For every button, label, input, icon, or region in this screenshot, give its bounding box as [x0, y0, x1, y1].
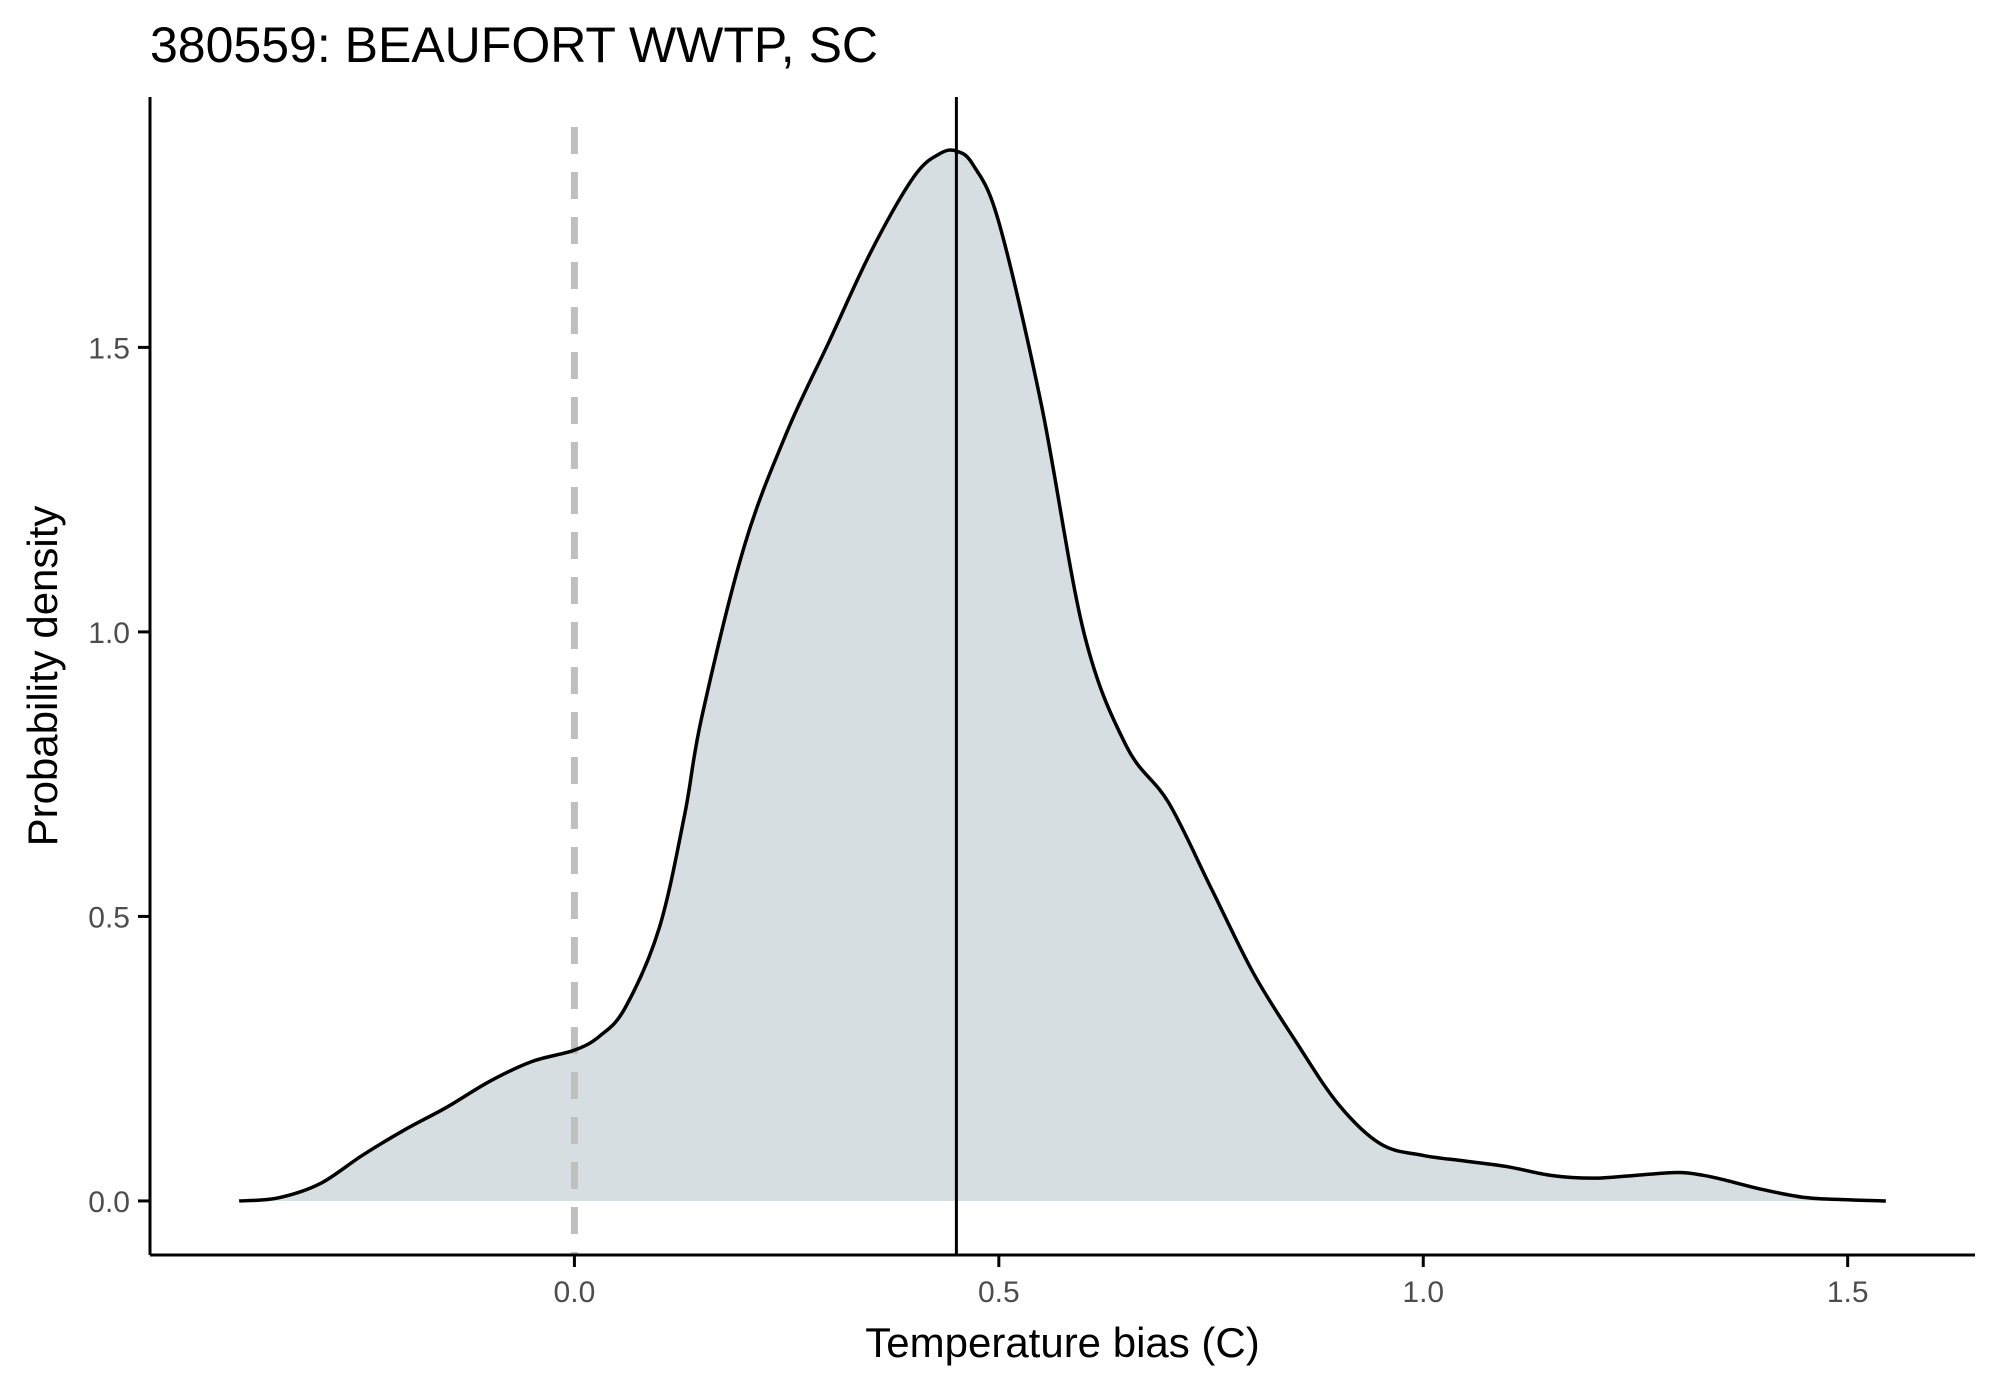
x-tick-label: 1.0 [1402, 1276, 1444, 1309]
plot-area [239, 97, 1886, 1255]
y-tick-label: 0.5 [88, 901, 130, 934]
density-curve [239, 148, 1886, 1203]
x-tick-label: 1.5 [1827, 1276, 1869, 1309]
x-axis-title: Temperature bias (C) [865, 1319, 1259, 1366]
x-tick-label: 0.5 [978, 1276, 1020, 1309]
x-tick-label: 0.0 [554, 1276, 596, 1309]
density-area [239, 149, 1886, 1201]
x-axis-ticks: 0.0 0.5 1.0 1.5 [554, 1255, 1869, 1309]
y-axis-ticks: 0.0 0.5 1.0 1.5 [88, 332, 150, 1219]
y-tick-label: 1.5 [88, 332, 130, 365]
chart-title: 380559: BEAUFORT WWTP, SC [150, 17, 878, 73]
y-axis-title: Probability density [19, 506, 66, 847]
y-tick-label: 0.0 [88, 1186, 130, 1219]
y-tick-label: 1.0 [88, 617, 130, 650]
